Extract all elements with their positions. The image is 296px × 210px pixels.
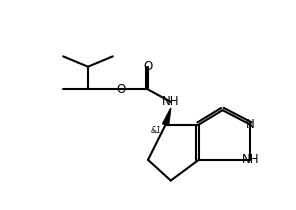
- Text: NH: NH: [162, 95, 179, 108]
- Polygon shape: [163, 108, 171, 126]
- Text: &1: &1: [151, 126, 162, 135]
- Text: NH: NH: [242, 153, 259, 166]
- Text: N: N: [246, 118, 255, 131]
- Text: O: O: [143, 60, 153, 73]
- Text: O: O: [116, 83, 126, 96]
